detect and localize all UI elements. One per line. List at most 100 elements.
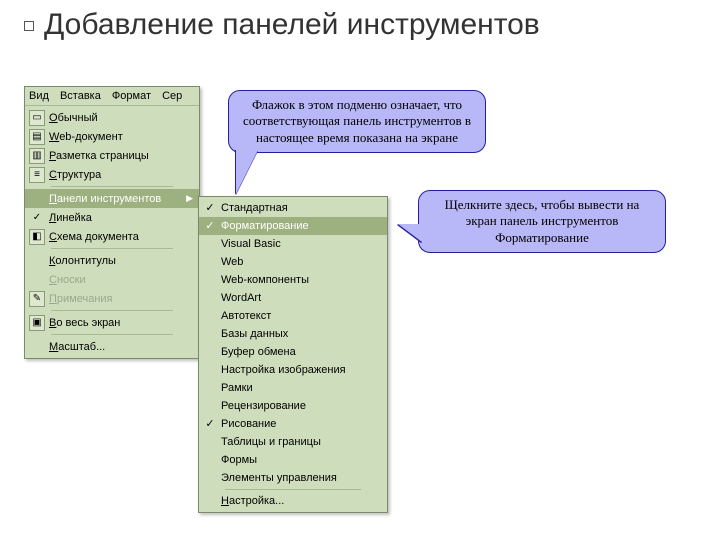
toolbars-submenu: ✓Стандартная✓ФорматированиеVisual BasicW… [198,196,388,513]
toolbar-submenu-item[interactable]: Рамки [199,379,387,397]
toolbar-submenu-item[interactable]: Буфер обмена [199,343,387,361]
submenu-item-label: Таблицы и границы [221,436,381,448]
menu-header-item[interactable]: Формат [112,90,151,102]
toolbar-submenu-item[interactable]: Автотекст [199,307,387,325]
toolbar-submenu-item[interactable]: ✓Рисование [199,415,387,433]
toolbar-submenu-item[interactable]: WordArt [199,289,387,307]
menu-item-label: Во весь экран [49,317,193,329]
callout-tail-icon [398,224,422,242]
view-menu-item: Сноски [25,270,199,289]
checkmark-empty [199,469,221,488]
main-menu-body: ▭Обычный▤Web-документ▥Разметка страницы≡… [25,106,199,358]
checkmark-empty [199,397,221,416]
callout-click-instruction: Щелкните здесь, чтобы вывести на экран п… [418,190,666,253]
menu-separator [51,310,173,311]
toolbar-submenu-item[interactable]: Web [199,253,387,271]
checkmark-icon: ✓ [199,415,221,434]
callout-checkmark-explanation: Флажок в этом подменю означает, что соот… [228,90,486,153]
menu-item-label: Структура [49,169,193,181]
submenu-item-label: Формы [221,454,381,466]
submenu-arrow-icon: ▶ [186,193,193,204]
menu-separator [51,248,173,249]
docmap-icon: ◧ [25,227,49,246]
page-normal-icon: ▭ [25,108,49,127]
toolbar-submenu-item[interactable]: Базы данных [199,325,387,343]
menu-item-label: Разметка страницы [49,150,193,162]
checkmark-empty [199,433,221,452]
toolbar-submenu-item[interactable]: Visual Basic [199,235,387,253]
page-title: Добавление панелей инструментов [24,8,540,42]
submenu-item-label: Автотекст [221,310,381,322]
menu-header-item[interactable]: Вставка [60,90,101,102]
menu-item-label: Сноски [49,274,193,286]
check-icon: ✓ [25,208,49,227]
menu-separator [51,186,173,187]
menu-item-label: Линейка [49,212,193,224]
menu-header: Вид Вставка Формат Сер [25,87,199,106]
toolbar-submenu-item[interactable]: Элементы управления [199,469,387,487]
page-web-icon: ▤ [25,127,49,146]
submenu-item-label: WordArt [221,292,381,304]
submenu-item-label: Рецензирование [221,400,381,412]
submenu-item-label: Настройка изображения [221,364,381,376]
checkmark-empty [199,307,221,326]
menu-icon-empty [25,189,49,208]
view-menu-item[interactable]: ▤Web-документ [25,127,199,146]
checkmark-empty [199,289,221,308]
callout-tail-icon [236,150,258,194]
submenu-item-label: Рамки [221,382,381,394]
checkmark-empty [199,235,221,254]
view-menu-item[interactable]: Панели инструментов▶ [25,189,199,208]
toolbar-submenu-item[interactable]: Web-компоненты [199,271,387,289]
menu-icon-empty [199,492,221,511]
page-layout-icon: ▥ [25,146,49,165]
view-menu-item[interactable]: Колонтитулы [25,251,199,270]
toolbar-submenu-customize[interactable]: Настройка... [199,492,387,510]
menu-separator [51,334,173,335]
view-menu-item[interactable]: ▥Разметка страницы [25,146,199,165]
submenu-item-label: Web-компоненты [221,274,381,286]
checkmark-empty [199,325,221,344]
view-menu-item[interactable]: ✓Линейка [25,208,199,227]
view-menu-item: ✎Примечания [25,289,199,308]
title-bullet-icon [24,21,34,31]
submenu-item-label: Web [221,256,381,268]
toolbar-submenu-item[interactable]: ✓Стандартная [199,199,387,217]
checkmark-empty [199,361,221,380]
menu-item-label: Web-документ [49,131,193,143]
page-title-text: Добавление панелей инструментов [44,8,540,41]
toolbar-submenu-item[interactable]: Формы [199,451,387,469]
submenu-item-label: Настройка... [221,495,381,507]
checkmark-empty [199,271,221,290]
checkmark-icon: ✓ [199,217,221,236]
view-menu-item[interactable]: ▣Во весь экран [25,313,199,332]
menu-item-label: Примечания [49,293,193,305]
menu-item-label: Колонтитулы [49,255,193,267]
checkmark-empty [199,253,221,272]
submenu-item-label: Элементы управления [221,472,381,484]
checkmark-empty [199,379,221,398]
comment-icon: ✎ [25,289,49,308]
fullscreen-icon: ▣ [25,313,49,332]
view-menu-item[interactable]: Масштаб... [25,337,199,356]
view-menu-item[interactable]: ▭Обычный [25,108,199,127]
menu-item-label: Масштаб... [49,341,193,353]
view-menu-item[interactable]: ◧Схема документа [25,227,199,246]
submenu-item-label: Базы данных [221,328,381,340]
menu-icon-empty [25,337,49,356]
menu-header-item[interactable]: Сер [162,90,182,102]
view-menu-item[interactable]: ≡Структура [25,165,199,184]
toolbar-submenu-item[interactable]: Рецензирование [199,397,387,415]
toolbar-submenu-item[interactable]: Таблицы и границы [199,433,387,451]
checkmark-icon: ✓ [199,199,221,218]
toolbar-submenu-item[interactable]: ✓Форматирование [199,217,387,235]
menu-separator [225,489,361,490]
submenu-item-label: Visual Basic [221,238,381,250]
checkmark-empty [199,451,221,470]
menu-icon-empty [25,251,49,270]
menu-header-item[interactable]: Вид [29,90,49,102]
submenu-item-label: Стандартная [221,202,381,214]
submenu-item-label: Рисование [221,418,381,430]
toolbar-submenu-item[interactable]: Настройка изображения [199,361,387,379]
view-menu-dropdown: Вид Вставка Формат Сер ▭Обычный▤Web-доку… [24,86,200,359]
